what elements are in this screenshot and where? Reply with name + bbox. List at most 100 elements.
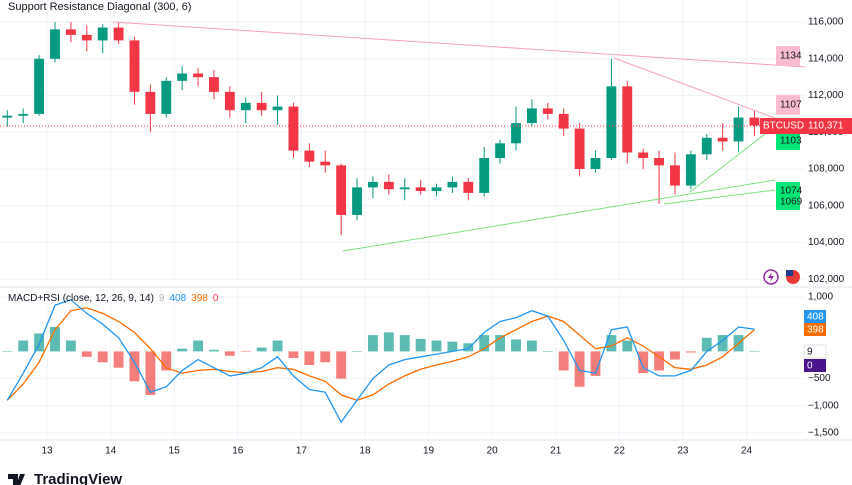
candle-body	[590, 157, 601, 170]
x-tick-label: 19	[423, 446, 435, 457]
histogram-bar	[320, 351, 331, 363]
histogram-bar	[622, 340, 633, 352]
histogram-bar	[177, 348, 188, 352]
candle-body	[606, 86, 617, 158]
candle-body	[2, 115, 13, 118]
value-tag	[803, 344, 827, 359]
x-tick-label: 14	[105, 446, 117, 457]
histogram-bar	[240, 351, 251, 352]
trend-lines	[0, 21, 806, 252]
indicator-legend: MACD+RSI (close, 12, 26, 9, 14) 9 408 398 0	[8, 293, 219, 304]
candle-body	[18, 113, 29, 116]
signal-value: 398	[191, 293, 208, 304]
y-tick-label: −500	[808, 373, 831, 384]
histogram-bar	[685, 351, 696, 353]
resistance-line	[112, 21, 806, 68]
histogram-bar	[701, 337, 712, 352]
rsi-value: 0	[213, 293, 219, 304]
candle-body	[558, 113, 569, 129]
candle-body	[34, 58, 45, 114]
x-tick-label: 21	[550, 446, 562, 457]
candle-body	[526, 108, 537, 124]
candle-body	[701, 137, 712, 155]
histogram-bar	[638, 351, 649, 374]
logo-mark	[8, 474, 25, 485]
candle-body	[320, 161, 331, 166]
histogram-bar	[224, 351, 235, 356]
candle-body	[399, 187, 410, 190]
candle-body	[654, 157, 664, 166]
histogram-bar	[256, 347, 267, 352]
candle-body	[447, 181, 458, 188]
candle-body	[256, 102, 267, 111]
brand-logo: TradingView	[8, 471, 122, 485]
candle-body	[638, 152, 649, 158]
chart-title: Support Resistance Diagonal (300, 6)	[8, 1, 191, 13]
candle-body	[288, 106, 299, 151]
candle-body	[670, 165, 680, 186]
drawing-label: 1107	[780, 100, 802, 111]
histogram-bar	[65, 340, 76, 352]
candle-body	[383, 181, 394, 190]
histogram-bar	[399, 335, 410, 352]
x-tick-label: 22	[614, 446, 626, 457]
plot-area: 102,000104,000106,000108,000110,000112,0…	[0, 0, 845, 457]
y-tick-label: 1,000	[808, 292, 833, 303]
candle-body	[81, 34, 92, 41]
macd-value: 408	[169, 293, 186, 304]
histogram-bar	[431, 340, 442, 352]
histogram-bar	[209, 349, 219, 352]
histogram-bar	[463, 343, 474, 352]
y-tick-label: 116,000	[808, 17, 844, 28]
signal-tag: 398	[807, 325, 824, 336]
drawing-tag	[776, 182, 800, 210]
candle-body	[304, 150, 315, 162]
candle-body	[574, 128, 585, 170]
histogram-bar	[479, 335, 490, 352]
candle-body	[145, 91, 156, 114]
candle-body	[749, 117, 760, 126]
drawing-label: 1103	[780, 136, 802, 147]
candle-body	[193, 73, 203, 78]
y-tick-label: 104,000	[808, 237, 845, 248]
histogram-bar	[542, 351, 553, 352]
histogram-bar	[161, 351, 172, 371]
support-line	[663, 189, 776, 205]
rsi-tag: 0	[807, 361, 813, 372]
signal-line	[6, 307, 755, 401]
last-price-label: 110,371	[808, 121, 844, 132]
y-tick-label: 108,000	[808, 164, 845, 175]
histogram-bar	[18, 340, 29, 352]
indicator-title: MACD+RSI (close, 12, 26, 9, 14)	[8, 293, 154, 304]
hist-value: 9	[159, 293, 165, 304]
histogram-bar	[590, 351, 601, 376]
candle-body	[177, 73, 188, 81]
x-tick-label: 20	[487, 446, 499, 457]
macd-line	[6, 299, 755, 424]
support-line	[689, 133, 766, 193]
histogram-bar	[81, 351, 92, 357]
histogram-bar	[2, 351, 13, 352]
candle-body	[336, 165, 347, 215]
histogram-bar	[113, 351, 124, 368]
candle-body	[717, 137, 728, 142]
hist-tag: 9	[807, 347, 813, 358]
value-tag	[804, 310, 826, 323]
drawing-tag	[776, 95, 800, 115]
histogram-bar	[495, 335, 506, 352]
candle-body	[50, 29, 60, 59]
candle-body	[685, 154, 696, 186]
x-tick-label: 24	[741, 446, 753, 457]
candle-body	[511, 123, 521, 144]
candle-body	[415, 187, 426, 192]
histogram-bar	[304, 351, 315, 365]
candle-body	[113, 27, 124, 41]
histogram-bar	[717, 335, 728, 352]
candle-body	[97, 27, 108, 41]
y-tick-label: 102,000	[808, 274, 845, 285]
candle-body	[352, 187, 362, 215]
histogram-bar	[558, 351, 569, 371]
histogram-bar	[415, 338, 426, 352]
histogram-bar	[670, 351, 680, 360]
histogram-bar	[272, 340, 283, 352]
